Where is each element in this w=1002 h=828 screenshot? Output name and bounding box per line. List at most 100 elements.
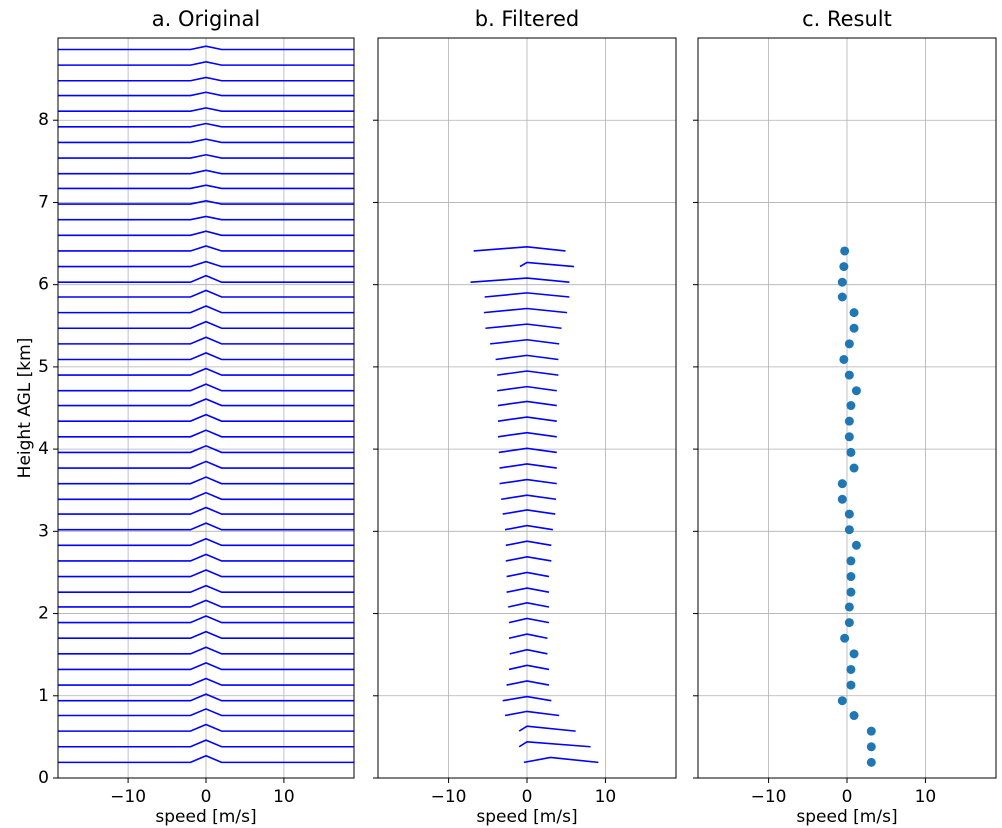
x-tick-label: 10 (595, 787, 617, 807)
x-tick-label: −10 (431, 787, 467, 807)
trace (58, 260, 354, 268)
point (849, 711, 859, 721)
trace (497, 416, 557, 422)
trace (508, 617, 550, 624)
point (851, 386, 861, 396)
trace (483, 307, 568, 314)
trace (58, 599, 354, 608)
point (846, 680, 856, 690)
trace (58, 569, 354, 578)
trace (58, 708, 354, 717)
y-tick-label: 4 (38, 439, 49, 459)
trace (497, 400, 557, 407)
trace (58, 584, 354, 593)
point (844, 525, 854, 535)
x-tick-label: 0 (842, 787, 853, 807)
trace (58, 289, 354, 298)
trace (470, 277, 570, 283)
x-axis-label: speed [m/s] (796, 807, 897, 827)
trace (58, 522, 354, 531)
trace (58, 230, 354, 237)
trace (58, 723, 354, 732)
trace (58, 506, 354, 515)
trace (58, 199, 354, 205)
point (866, 757, 876, 767)
point (846, 572, 856, 582)
trace (58, 76, 354, 82)
point (844, 602, 854, 612)
trace (58, 122, 354, 128)
x-tick-label: 0 (201, 787, 212, 807)
trace (58, 138, 354, 144)
x-tick-label: 10 (273, 787, 295, 807)
x-tick-label: 0 (522, 787, 533, 807)
point (837, 292, 847, 302)
point (844, 509, 854, 519)
trace (509, 648, 548, 655)
trace (58, 367, 354, 376)
trace (523, 756, 599, 764)
panel-title: a. Original (152, 7, 260, 31)
point (849, 323, 859, 333)
trace (58, 677, 354, 686)
point (849, 649, 859, 659)
point (851, 540, 861, 550)
point (839, 354, 849, 364)
trace (58, 476, 354, 485)
y-tick-label: 2 (38, 604, 49, 624)
trace (497, 370, 559, 376)
trace (497, 431, 557, 438)
y-tick-label: 7 (38, 192, 49, 212)
y-tick-label: 1 (38, 686, 49, 706)
trace (58, 460, 354, 469)
trace (508, 664, 550, 671)
trace (502, 695, 552, 702)
trace (58, 537, 354, 547)
trace (506, 587, 550, 593)
trace (58, 398, 354, 407)
y-tick-label: 0 (38, 768, 49, 788)
trace (502, 509, 556, 515)
point (844, 416, 854, 426)
trace (518, 725, 576, 732)
point (846, 447, 856, 457)
trace (58, 739, 354, 748)
trace (508, 633, 548, 640)
trace (484, 292, 570, 298)
trace (504, 710, 560, 717)
y-tick-label: 8 (38, 110, 49, 130)
x-tick-label: −10 (110, 787, 146, 807)
trace (498, 447, 557, 454)
trace (58, 91, 354, 97)
trace (518, 741, 591, 748)
trace (58, 352, 354, 361)
trace (58, 215, 354, 221)
trace (473, 246, 566, 252)
axes-frame (57, 37, 355, 779)
trace (58, 169, 354, 175)
axes-frame (377, 37, 677, 779)
trace (58, 383, 354, 392)
trace (58, 184, 354, 190)
trace (499, 478, 557, 485)
point (846, 664, 856, 674)
point (837, 696, 847, 706)
trace (58, 107, 354, 112)
trace (58, 553, 354, 562)
point (844, 370, 854, 380)
point (846, 587, 856, 597)
y-tick-label: 6 (38, 275, 49, 295)
trace (58, 444, 354, 454)
trace (508, 602, 550, 608)
panel-title: c. Result (802, 7, 892, 31)
trace (58, 754, 354, 764)
point (844, 339, 854, 349)
point (866, 742, 876, 752)
trace (58, 662, 354, 671)
trace (505, 540, 552, 547)
trace (58, 245, 354, 252)
y-tick-label: 3 (38, 521, 49, 541)
point (837, 494, 847, 504)
trace (58, 693, 354, 702)
